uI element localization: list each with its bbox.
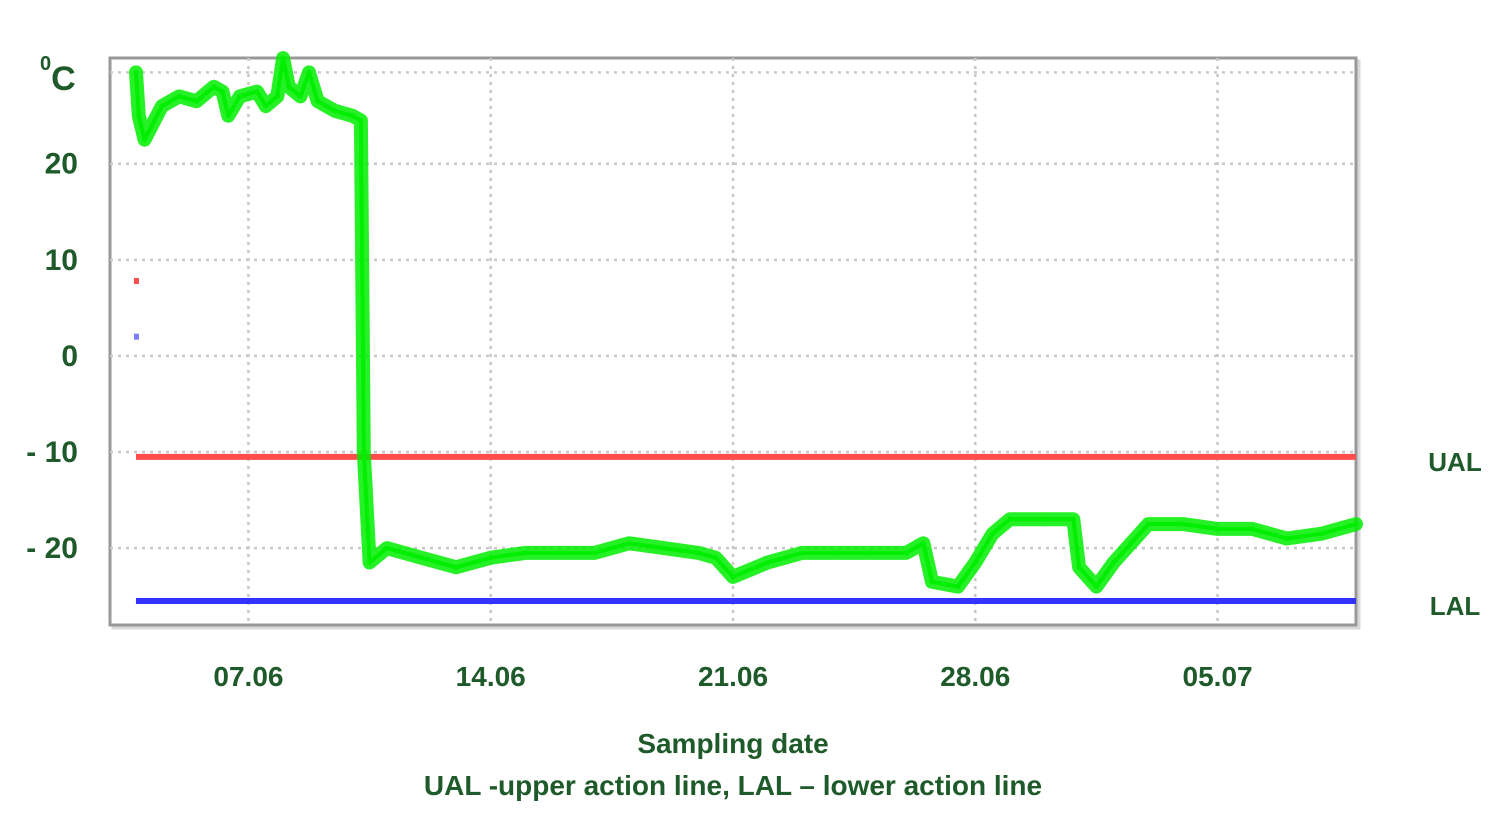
temperature-point	[349, 113, 355, 119]
temperature-point	[557, 550, 563, 556]
temperature-point	[920, 540, 926, 546]
y-tick-label: - 20	[26, 532, 78, 565]
temperature-point	[1284, 536, 1290, 542]
temperature-point	[159, 103, 165, 109]
temperature-point	[306, 69, 312, 75]
temperature-point	[1093, 584, 1099, 590]
temperature-point	[1180, 521, 1186, 527]
temperature-point	[453, 564, 459, 570]
temperature-point	[361, 449, 367, 455]
temperature-point	[1215, 526, 1221, 532]
temperature-point	[1353, 521, 1359, 527]
temperature-point	[263, 103, 269, 109]
plot-frame	[108, 56, 1361, 630]
y-tick-label: - 10	[26, 436, 78, 469]
y-tick-labels: 20 10 0 - 10 - 20	[26, 148, 78, 565]
temperature-point	[834, 550, 840, 556]
temperature-point	[225, 113, 231, 119]
temperature-point	[713, 555, 719, 561]
temperature-point	[1111, 560, 1117, 566]
temperature-point	[133, 69, 139, 75]
temperature-point	[955, 584, 961, 590]
temperature-point	[730, 574, 736, 580]
x-tick-label: 21.06	[698, 661, 768, 692]
temperature-point	[972, 560, 978, 566]
temperature-point	[522, 550, 528, 556]
temperature-series	[129, 51, 1363, 594]
temperature-point	[903, 550, 909, 556]
temperature-point	[419, 555, 424, 561]
temperature-point	[1249, 526, 1255, 532]
temperature-point	[990, 531, 996, 537]
temperature-point	[1145, 521, 1151, 527]
x-tick-label: 14.06	[456, 661, 526, 692]
temperature-point	[1076, 564, 1082, 570]
x-tick-labels: 07.06 14.06 21.06 28.06 05.07	[213, 661, 1252, 692]
temperature-point	[176, 93, 182, 99]
temperature-point	[194, 98, 200, 104]
reference-line-labels: UAL LAL	[1428, 447, 1482, 621]
reference-label-lal: LAL	[1430, 591, 1481, 621]
temperature-point	[1042, 516, 1047, 522]
temperature-point	[211, 84, 217, 90]
unit-text: C	[51, 60, 76, 98]
temperature-point	[315, 98, 321, 104]
reference-lines	[135, 453, 1356, 604]
temperature-point	[626, 540, 632, 546]
temperature-point	[237, 93, 243, 99]
temperature-point	[1070, 516, 1076, 522]
x-tick-label: 05.07	[1183, 661, 1253, 692]
unit-label: 0C	[40, 53, 76, 98]
temperature-point	[799, 550, 805, 556]
footnote: UAL -upper action line, LAL – lower acti…	[424, 770, 1042, 801]
temperature-point	[286, 84, 292, 90]
y-tick-label: 20	[45, 148, 78, 181]
y-tick-label: 0	[61, 340, 78, 373]
temperature-point	[765, 560, 771, 566]
temperature-point	[695, 550, 701, 556]
reference-label-ual: UAL	[1428, 447, 1482, 477]
temperature-point	[136, 113, 142, 119]
temperature-point	[297, 93, 303, 99]
x-axis-title: Sampling date	[637, 728, 828, 759]
y-tick-label: 10	[45, 244, 78, 277]
temperature-point	[1318, 531, 1324, 537]
temperature-point	[280, 55, 286, 61]
temperature-point	[1128, 540, 1134, 546]
legend-marks	[133, 277, 139, 340]
legend-mark	[133, 277, 139, 284]
temperature-point	[661, 545, 667, 551]
temperature-point	[384, 545, 390, 551]
temperature-point	[367, 560, 373, 566]
unit-superscript: 0	[40, 53, 51, 75]
legend-mark	[133, 333, 139, 340]
temperature-point	[219, 89, 225, 95]
x-tick-label: 07.06	[213, 661, 283, 692]
temperature-point	[254, 89, 260, 95]
temperature-point	[332, 108, 338, 114]
temperature-point	[868, 550, 874, 556]
temperature-point	[358, 117, 364, 123]
x-tick-label: 28.06	[940, 661, 1010, 692]
temperature-point	[929, 579, 935, 585]
temperature-point	[142, 137, 148, 143]
temperature-point	[488, 555, 494, 561]
temperature-point	[274, 93, 280, 99]
temperature-point	[1007, 516, 1013, 522]
temperature-point	[592, 550, 598, 556]
